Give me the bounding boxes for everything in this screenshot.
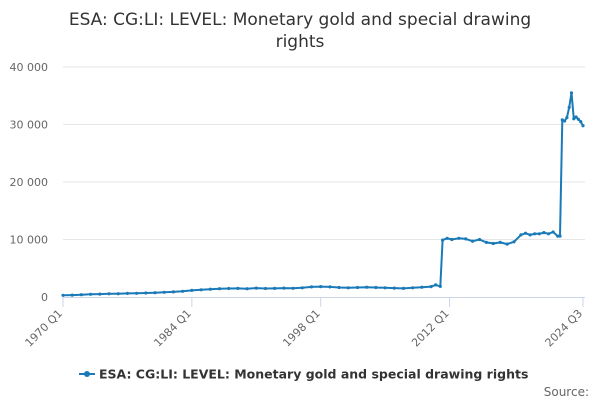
data-point[interactable] xyxy=(420,285,424,289)
y-tick-label: 0 xyxy=(41,291,48,304)
series-plot xyxy=(61,91,585,297)
data-point[interactable] xyxy=(576,117,581,121)
data-point[interactable] xyxy=(181,289,185,293)
data-point[interactable] xyxy=(484,240,488,244)
data-point[interactable] xyxy=(505,242,509,246)
data-point[interactable] xyxy=(374,285,378,290)
y-tick-label: 20 000 xyxy=(10,176,49,189)
data-point[interactable] xyxy=(355,285,360,290)
y-tick-label: 30 000 xyxy=(10,119,49,132)
chart-title-line-1: ESA: CG:LI: LEVEL: Monetary gold and spe… xyxy=(69,10,531,30)
data-point[interactable] xyxy=(328,285,332,289)
source-label: Source: xyxy=(544,385,589,399)
data-point[interactable] xyxy=(291,286,295,290)
data-point[interactable] xyxy=(512,240,516,244)
data-point[interactable] xyxy=(441,238,445,242)
data-point[interactable] xyxy=(401,286,406,290)
data-point[interactable] xyxy=(551,230,555,234)
data-point[interactable] xyxy=(190,288,194,292)
legend[interactable]: ESA: CG:LI: LEVEL: Monetary gold and spe… xyxy=(79,367,528,382)
legend-label[interactable]: ESA: CG:LI: LEVEL: Monetary gold and spe… xyxy=(99,367,528,382)
data-point[interactable] xyxy=(450,237,454,242)
data-point[interactable] xyxy=(574,115,578,119)
data-point[interactable] xyxy=(208,287,212,291)
data-point[interactable] xyxy=(572,117,576,121)
data-point[interactable] xyxy=(528,233,532,237)
chart-title-line-2: rights xyxy=(276,32,325,52)
data-point[interactable] xyxy=(254,286,258,290)
data-point[interactable] xyxy=(565,116,569,120)
data-point[interactable] xyxy=(61,293,65,297)
x-tick-label: 1998 Q1 xyxy=(280,307,323,350)
data-point[interactable] xyxy=(365,285,369,289)
data-point[interactable] xyxy=(217,287,222,291)
x-tick-label: 2012 Q1 xyxy=(409,307,452,350)
y-tick-label: 40 000 xyxy=(10,61,49,74)
data-point[interactable] xyxy=(542,231,546,235)
data-point[interactable] xyxy=(556,234,560,238)
data-point[interactable] xyxy=(98,292,102,296)
data-point[interactable] xyxy=(546,232,551,236)
data-point[interactable] xyxy=(537,232,541,236)
data-point[interactable] xyxy=(227,286,231,291)
y-tick-label: 10 000 xyxy=(10,234,49,247)
data-point[interactable] xyxy=(245,287,249,291)
data-point[interactable] xyxy=(392,286,396,290)
data-point[interactable] xyxy=(581,124,585,128)
x-tick-label: 1984 Q1 xyxy=(151,307,194,350)
data-point[interactable] xyxy=(569,91,574,95)
data-point[interactable] xyxy=(477,237,482,242)
data-point[interactable] xyxy=(464,237,468,241)
data-point[interactable] xyxy=(533,232,537,236)
data-point[interactable] xyxy=(309,285,314,289)
data-point[interactable] xyxy=(236,286,240,290)
data-point[interactable] xyxy=(567,105,571,109)
data-point[interactable] xyxy=(471,239,475,243)
data-point[interactable] xyxy=(144,291,148,295)
y-axis-labels: 0 10 000 20 000 30 000 40 000 xyxy=(10,61,49,304)
data-point[interactable] xyxy=(171,290,175,294)
data-point[interactable] xyxy=(263,286,268,291)
data-point[interactable] xyxy=(125,291,129,295)
data-point[interactable] xyxy=(411,286,415,290)
data-point[interactable] xyxy=(434,283,438,287)
data-point[interactable] xyxy=(579,120,583,124)
data-point[interactable] xyxy=(498,240,502,244)
data-point[interactable] xyxy=(70,293,74,297)
data-point[interactable] xyxy=(519,233,523,237)
data-point[interactable] xyxy=(199,288,203,292)
data-point[interactable] xyxy=(79,293,83,297)
data-point[interactable] xyxy=(116,292,120,296)
data-point[interactable] xyxy=(563,119,567,123)
data-point[interactable] xyxy=(445,236,449,240)
data-point[interactable] xyxy=(383,286,387,290)
data-point[interactable] xyxy=(429,285,433,289)
data-point[interactable] xyxy=(558,234,562,238)
data-point[interactable] xyxy=(135,291,139,295)
data-point[interactable] xyxy=(300,286,304,290)
data-point[interactable] xyxy=(438,284,442,288)
data-point[interactable] xyxy=(162,290,166,294)
data-point[interactable] xyxy=(523,231,528,235)
data-point[interactable] xyxy=(273,286,277,290)
data-point[interactable] xyxy=(89,292,93,296)
gridlines xyxy=(63,66,585,240)
data-point[interactable] xyxy=(153,291,157,295)
x-tick-label: 1970 Q1 xyxy=(23,307,66,350)
x-axis xyxy=(62,297,585,307)
data-point[interactable] xyxy=(337,285,341,290)
data-point[interactable] xyxy=(107,292,111,296)
x-tick-label: 2024 Q3 xyxy=(543,307,586,350)
data-point[interactable] xyxy=(319,285,323,289)
x-axis-labels: 1970 Q1 1984 Q1 1998 Q1 2012 Q1 2024 Q3 xyxy=(23,307,586,350)
data-point[interactable] xyxy=(457,236,461,240)
series-line xyxy=(62,91,584,297)
data-point[interactable] xyxy=(491,241,495,246)
legend-swatch-marker xyxy=(84,371,90,377)
data-point[interactable] xyxy=(346,286,350,290)
data-point[interactable] xyxy=(282,286,286,290)
